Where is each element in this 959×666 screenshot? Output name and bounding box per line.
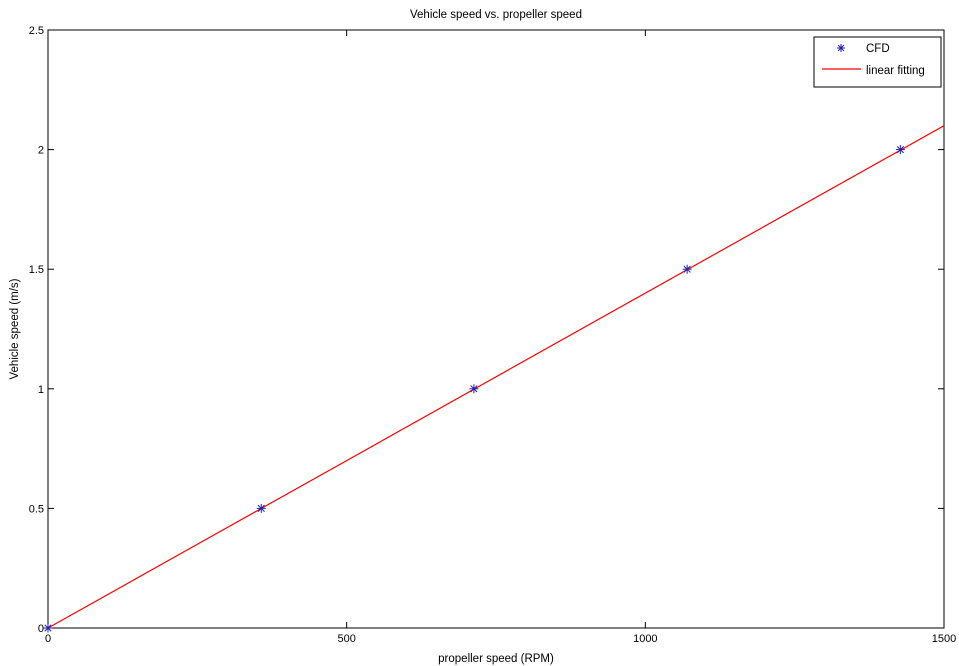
series-line-linear-fitting xyxy=(47,125,945,629)
y-tick-label: 0.5 xyxy=(29,503,44,515)
y-tick-label: 1.5 xyxy=(29,264,44,276)
y-tick-label: 0 xyxy=(38,623,44,635)
data-point-cfd xyxy=(43,623,53,633)
data-point-cfd xyxy=(469,384,479,394)
x-tick-label: 500 xyxy=(337,633,355,645)
plot-area-frame xyxy=(47,29,945,629)
series-layer xyxy=(43,125,945,633)
chart-title: Vehicle speed vs. propeller speed xyxy=(410,9,582,21)
x-tick-label: 0 xyxy=(45,633,51,645)
legend-items: CFD linear fitting xyxy=(822,43,925,77)
legend-label: CFD xyxy=(866,43,890,55)
x-axis-label: propeller speed (RPM) xyxy=(438,653,554,665)
legend: CFD linear fitting xyxy=(813,36,942,88)
data-point-cfd xyxy=(682,264,692,274)
x-tick-label: 1500 xyxy=(932,633,956,645)
y-tick-label: 1 xyxy=(38,384,44,396)
axis-ticks: 0 500 1000 1500 0 0.5 1 1.5 2 2.5 xyxy=(29,25,957,645)
y-tick-label: 2 xyxy=(38,145,44,157)
y-axis-label: Vehicle speed (m/s) xyxy=(9,278,21,379)
legend-box xyxy=(813,36,942,88)
data-point-cfd xyxy=(895,145,905,155)
legend-label: linear fitting xyxy=(866,65,925,77)
data-point-cfd xyxy=(256,503,266,513)
legend-marker-cfd xyxy=(837,44,845,52)
y-tick-label: 2.5 xyxy=(29,25,44,37)
x-tick-label: 1000 xyxy=(633,633,657,645)
